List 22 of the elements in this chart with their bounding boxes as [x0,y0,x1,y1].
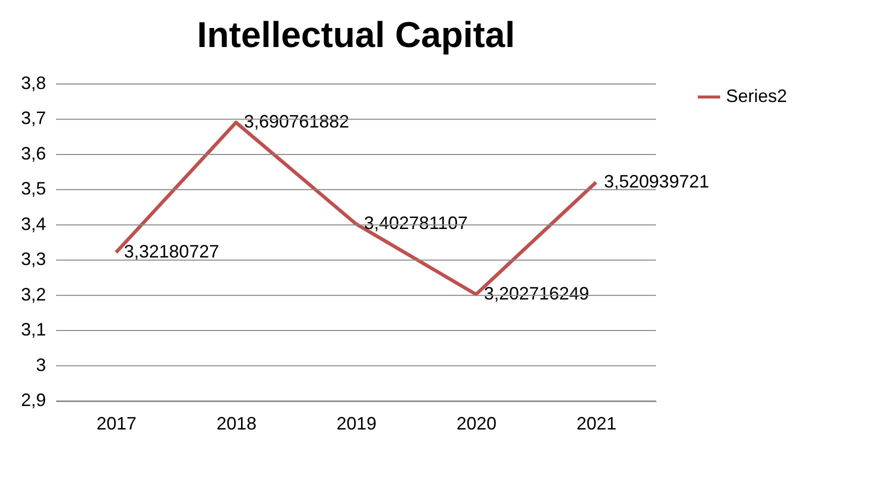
legend-label: Series2 [726,86,788,106]
data-label: 3,520939721 [604,171,710,192]
x-tick-label: 2019 [336,414,377,434]
x-tick-label: 2020 [456,414,497,434]
y-tick-label: 3,7 [20,108,46,128]
data-label: 3,202716249 [484,283,590,304]
y-tick-label: 2,9 [20,390,46,410]
y-tick-label: 3,6 [20,143,46,164]
y-tick-label: 3,8 [20,73,46,93]
chart-title: Intellectual Capital [196,14,516,55]
y-tick-label: 3,4 [20,214,46,234]
data-label: 3,32180727 [124,241,220,262]
data-label: 3,402781107 [364,212,468,233]
x-tick-label: 2018 [216,414,257,434]
x-tick-label: 2021 [576,414,617,434]
y-tick-label: 3,5 [20,178,46,199]
y-tick-label: 3,3 [20,249,46,270]
y-tick-label: 3 [36,354,46,375]
y-tick-label: 3,2 [20,284,46,304]
y-tick-label: 3,1 [20,320,46,340]
x-tick-label: 2017 [96,414,137,434]
data-label: 3,690761882 [244,111,350,132]
